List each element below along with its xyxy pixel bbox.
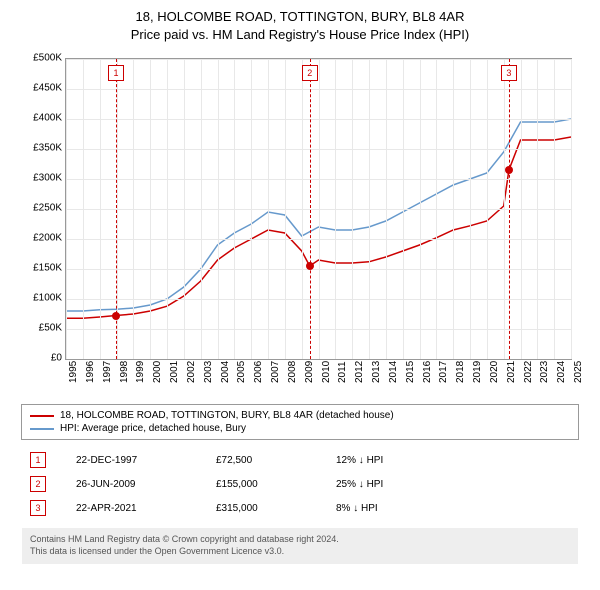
event-price: £72,500 — [216, 455, 336, 466]
legend-label: 18, HOLCOMBE ROAD, TOTTINGTON, BURY, BL8… — [60, 410, 394, 421]
chart-area: 1 2 3 £0 £50K £100K £150K £200K £250K £300K £350K… — [20, 48, 580, 398]
marker-badge: 2 — [302, 65, 318, 81]
data-point — [112, 312, 120, 320]
footer-line: Contains HM Land Registry data © Crown c… — [30, 534, 570, 546]
event-date: 22-APR-2021 — [76, 503, 216, 514]
y-axis-label: £150K — [20, 263, 62, 274]
x-axis-label: 2025 — [573, 361, 600, 383]
title-line-1: 18, HOLCOMBE ROAD, TOTTINGTON, BURY, BL8… — [0, 8, 600, 26]
legend-row: 18, HOLCOMBE ROAD, TOTTINGTON, BURY, BL8… — [30, 409, 570, 422]
y-axis-label: £300K — [20, 173, 62, 184]
event-row: 3 22-APR-2021£315,0008% ↓ HPI — [30, 496, 570, 520]
marker-badge: 1 — [108, 65, 124, 81]
event-date: 26-JUN-2009 — [76, 479, 216, 490]
event-badge: 3 — [30, 500, 46, 516]
y-axis-label: £350K — [20, 143, 62, 154]
event-badge: 2 — [30, 476, 46, 492]
events-table: 1 22-DEC-1997£72,50012% ↓ HPI 2 26-JUN-2009… — [30, 448, 570, 520]
event-row: 1 22-DEC-1997£72,50012% ↓ HPI — [30, 448, 570, 472]
y-axis-label: £250K — [20, 203, 62, 214]
event-delta: 8% ↓ HPI — [336, 503, 378, 514]
footer: Contains HM Land Registry data © Crown c… — [22, 528, 578, 563]
legend-swatch — [30, 428, 54, 430]
plot-region: 1 2 3 — [65, 58, 572, 360]
title-line-2: Price paid vs. HM Land Registry's House … — [0, 26, 600, 44]
event-badge: 1 — [30, 452, 46, 468]
y-axis-label: £200K — [20, 233, 62, 244]
chart-container: 18, HOLCOMBE ROAD, TOTTINGTON, BURY, BL8… — [0, 0, 600, 564]
marker-badge: 3 — [501, 65, 517, 81]
event-price: £315,000 — [216, 503, 336, 514]
event-date: 22-DEC-1997 — [76, 455, 216, 466]
data-point — [306, 262, 314, 270]
event-row: 2 26-JUN-2009£155,00025% ↓ HPI — [30, 472, 570, 496]
legend-row: HPI: Average price, detached house, Bury — [30, 422, 570, 435]
data-point — [505, 166, 513, 174]
y-axis-label: £450K — [20, 83, 62, 94]
legend: 18, HOLCOMBE ROAD, TOTTINGTON, BURY, BL8… — [21, 404, 579, 440]
y-axis-label: £0 — [20, 353, 62, 364]
event-delta: 12% ↓ HPI — [336, 455, 383, 466]
y-axis-label: £500K — [20, 53, 62, 64]
y-axis-label: £400K — [20, 113, 62, 124]
legend-swatch — [30, 415, 54, 417]
event-price: £155,000 — [216, 479, 336, 490]
y-axis-label: £50K — [20, 323, 62, 334]
y-axis-label: £100K — [20, 293, 62, 304]
legend-label: HPI: Average price, detached house, Bury — [60, 423, 246, 434]
event-delta: 25% ↓ HPI — [336, 479, 383, 490]
footer-line: This data is licensed under the Open Gov… — [30, 546, 570, 558]
title-block: 18, HOLCOMBE ROAD, TOTTINGTON, BURY, BL8… — [0, 0, 600, 48]
